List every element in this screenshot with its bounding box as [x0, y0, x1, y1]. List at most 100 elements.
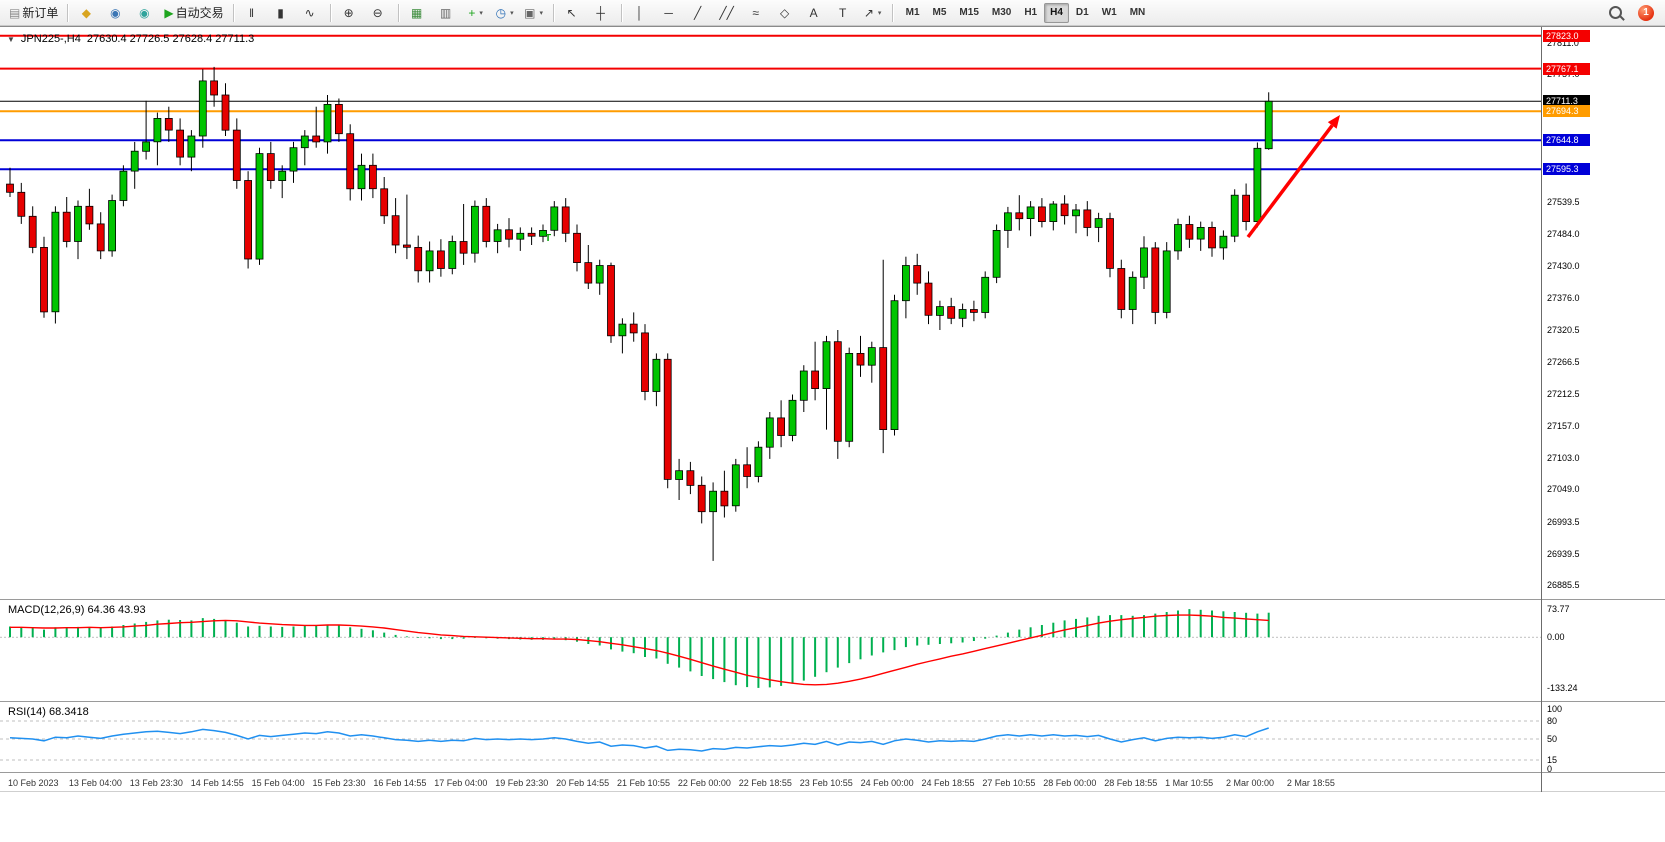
arrow-annotation [1246, 124, 1334, 239]
period-clock-icon[interactable]: ◷ ▾ [491, 2, 519, 24]
date-axis-label: 21 Feb 10:55 [617, 778, 671, 788]
new-chart-icon: + [468, 5, 476, 20]
template-icon: ▣ [524, 5, 536, 20]
new-order-button[interactable]: ▤ 新订单 [5, 2, 62, 24]
date-axis-label: 14 Feb 14:55 [190, 778, 244, 788]
community-icon: ◉ [139, 5, 150, 20]
community-icon[interactable]: ◉ [131, 2, 159, 24]
timeframe-group: M1 M5 M15 M30 H1 H4 D1 W1 MN [900, 2, 1152, 23]
timeframe-button-m1[interactable]: M1 [905, 7, 920, 18]
charts-icon[interactable]: ◉ [102, 2, 130, 24]
new-order-button-label: 新订单 [22, 6, 59, 20]
bar-chart-icon[interactable]: ‖ [239, 2, 267, 24]
cursor-icon[interactable]: ↖ [559, 2, 587, 24]
new-chart-icon[interactable]: + ▾ [462, 2, 490, 24]
collapse-panel-icon[interactable]: ▼ [7, 34, 15, 44]
vertical-line-icon[interactable]: │ [627, 2, 655, 24]
timeframe-button-d1[interactable]: D1 [1075, 7, 1089, 18]
arrows-tool-icon[interactable]: ↗ ▾ [859, 2, 887, 24]
price-axis-label: 27212.5 [1547, 388, 1580, 399]
time-axis-divider [0, 772, 1665, 773]
bar-chart-icon: ‖ [249, 5, 255, 20]
template-icon[interactable]: ▣ ▾ [520, 2, 548, 24]
toolbar-separator [329, 3, 331, 22]
text-icon: A [809, 5, 818, 20]
toolbox-icon[interactable]: ◆ [73, 2, 101, 24]
current-price-tag[interactable]: 27711.3 [1543, 95, 1590, 108]
price-axis-label: 27539.5 [1547, 196, 1580, 207]
timeframe-button-h4[interactable]: H4 [1044, 2, 1069, 23]
macd-panel[interactable] [0, 601, 1541, 700]
ohlc-values: 27630.4 27726.5 27628.4 27711.3 [86, 33, 255, 45]
panel-splitter[interactable] [0, 701, 1665, 702]
label-icon[interactable]: T [830, 2, 858, 24]
notification-badge[interactable]: 1 [1638, 4, 1654, 21]
symbol-label: JPN225-,H4 [20, 33, 81, 45]
rsi-label: RSI(14) 68.3418 [8, 706, 89, 718]
main-price-chart[interactable]: T [0, 27, 1541, 599]
date-axis-label: 17 Feb 04:00 [434, 778, 488, 788]
price-level-tag[interactable]: 27694.3 [1543, 105, 1590, 118]
price-level-tag[interactable]: 27595.3 [1543, 163, 1590, 176]
autotrade-button-label: 自动交易 [175, 6, 224, 20]
price-level-tag[interactable]: 27767.1 [1543, 62, 1590, 75]
date-axis-label: 2 Mar 00:00 [1226, 778, 1275, 788]
zoom-in-icon[interactable]: ⊕ [336, 2, 364, 24]
price-axis-label: 27430.0 [1547, 261, 1580, 272]
price-axis-label: 27157.0 [1547, 421, 1580, 432]
zoom-in-icon: ⊕ [343, 5, 354, 20]
fibonacci-icon[interactable]: ≈ [743, 2, 771, 24]
cascade-windows-icon[interactable]: ▥ [433, 2, 461, 24]
shapes-icon[interactable]: ◇ [772, 2, 800, 24]
macd-axis-label: -133.24 [1547, 682, 1578, 693]
line-chart-icon[interactable]: ∿ [297, 2, 325, 24]
toolbar-separator [620, 3, 622, 22]
chart-window[interactable]: T 27811.027757.027703.027648.527594.5275… [0, 26, 1665, 842]
timeframe-button-m5[interactable]: M5 [932, 7, 947, 18]
price-axis-label: 27484.0 [1547, 229, 1580, 240]
dropdown-caret-icon: ▾ [539, 9, 544, 17]
zoom-out-icon[interactable]: ⊖ [365, 2, 393, 24]
trendline-icon: ╱ [693, 5, 702, 20]
channel-icon[interactable]: ╱╱ [714, 2, 742, 24]
candlestick-chart-icon: ▮ [277, 5, 284, 20]
timeframe-button-m30[interactable]: M30 [991, 7, 1012, 18]
candlestick-chart-icon[interactable]: ▮ [268, 2, 296, 24]
rsi-panel[interactable] [0, 703, 1541, 771]
price-axis-label: 27266.5 [1547, 356, 1580, 367]
timeframe-button-m15[interactable]: M15 [959, 7, 979, 18]
tile-windows-icon[interactable]: ▦ [404, 2, 432, 24]
panel-splitter[interactable] [0, 599, 1665, 600]
autotrade-button[interactable]: ▶ 自动交易 [160, 2, 227, 24]
date-axis-label: 1 Mar 10:55 [1165, 778, 1214, 788]
crosshair-icon[interactable]: ┼ [588, 2, 616, 24]
arrow-annotation-head [1327, 115, 1340, 129]
search-icon[interactable] [1601, 2, 1629, 24]
date-axis-label: 13 Feb 04:00 [68, 778, 122, 788]
timeframe-button-mn[interactable]: MN [1129, 7, 1146, 18]
timeframe-button-h1[interactable]: H1 [1024, 7, 1038, 18]
new-order-icon: ▤ [9, 5, 21, 20]
horizontal-line-icon[interactable]: ─ [656, 2, 684, 24]
price-axis-label: 27103.0 [1547, 452, 1580, 463]
date-axis-label: 22 Feb 18:55 [738, 778, 792, 788]
rsi-axis-label: 80 [1547, 716, 1558, 726]
trendline-icon[interactable]: ╱ [685, 2, 713, 24]
cursor-icon: ↖ [566, 5, 577, 20]
text-icon[interactable]: A [801, 2, 829, 24]
date-axis-label: 27 Feb 10:55 [982, 778, 1036, 788]
date-axis-label: 2 Mar 18:55 [1286, 778, 1335, 788]
toolbar-separator [67, 3, 69, 22]
rsi-axis-label: 100 [1547, 704, 1563, 714]
dropdown-caret-icon: ▾ [877, 9, 882, 17]
price-axis-label: 27049.0 [1547, 484, 1580, 495]
vertical-line-icon: │ [635, 5, 644, 20]
price-level-tag[interactable]: 27823.0 [1543, 29, 1590, 42]
channel-icon: ╱╱ [719, 5, 734, 20]
charts-icon: ◉ [110, 5, 121, 20]
toolbox-icon: ◆ [81, 5, 91, 20]
price-level-tag[interactable]: 27644.8 [1543, 134, 1590, 147]
timeframe-button-w1[interactable]: W1 [1101, 7, 1117, 18]
date-axis-label: 15 Feb 23:30 [312, 778, 366, 788]
